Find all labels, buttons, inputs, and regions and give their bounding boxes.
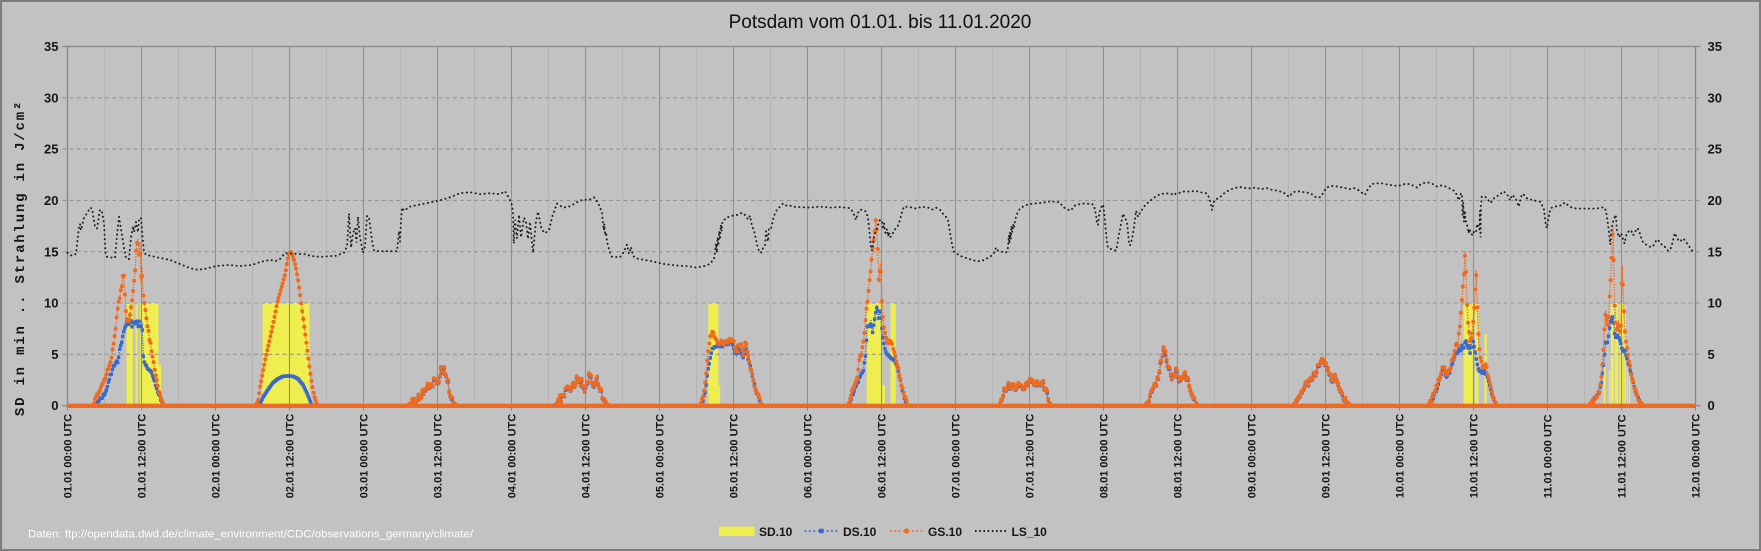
svg-text:11.01 12:00 UTC: 11.01 12:00 UTC [1617,414,1629,498]
svg-text:20: 20 [1708,193,1722,208]
svg-text:08.01 00:00 UTC: 08.01 00:00 UTC [1099,414,1111,498]
svg-text:06.01 00:00 UTC: 06.01 00:00 UTC [803,414,815,498]
svg-text:SD.10: SD.10 [759,525,793,539]
svg-text:01.01 12:00 UTC: 01.01 12:00 UTC [137,414,149,498]
svg-text:10: 10 [1708,296,1722,311]
svg-text:03.01 12:00 UTC: 03.01 12:00 UTC [433,414,445,498]
svg-text:05.01 12:00 UTC: 05.01 12:00 UTC [729,414,741,498]
svg-text:10: 10 [44,296,58,311]
svg-text:07.01 00:00 UTC: 07.01 00:00 UTC [951,414,963,498]
svg-text:25: 25 [44,142,58,157]
svg-text:Potsdam vom 01.01. bis 11.01.2: Potsdam vom 01.01. bis 11.01.2020 [729,12,1032,33]
svg-text:01.01 00:00 UTC: 01.01 00:00 UTC [63,414,75,498]
svg-text:5: 5 [51,347,58,362]
svg-text:08.01 12:00 UTC: 08.01 12:00 UTC [1173,414,1185,498]
svg-text:30: 30 [44,90,58,105]
svg-text:12.01 00:00 UTC: 12.01 00:00 UTC [1691,414,1703,498]
svg-text:15: 15 [1708,244,1722,259]
svg-text:25: 25 [1708,142,1722,157]
svg-text:02.01 00:00 UTC: 02.01 00:00 UTC [211,414,223,498]
svg-text:0: 0 [51,398,58,413]
svg-text:SD in min .. Strahlung in J/cm: SD in min .. Strahlung in J/cm² [13,100,29,416]
svg-text:Daten: ftp://opendata.dwd.de/c: Daten: ftp://opendata.dwd.de/climate_env… [28,529,474,541]
svg-text:02.01 12:00 UTC: 02.01 12:00 UTC [285,414,297,498]
svg-text:05.01 00:00 UTC: 05.01 00:00 UTC [655,414,667,498]
svg-text:06.01 12:00 UTC: 06.01 12:00 UTC [877,414,889,498]
svg-text:35: 35 [44,39,58,54]
svg-text:03.01 00:00 UTC: 03.01 00:00 UTC [359,414,371,498]
svg-text:10.01 00:00 UTC: 10.01 00:00 UTC [1395,414,1407,498]
svg-text:5: 5 [1708,347,1715,362]
svg-text:07.01 12:00 UTC: 07.01 12:00 UTC [1025,414,1037,498]
svg-text:LS_10: LS_10 [1012,525,1048,539]
svg-text:15: 15 [44,244,58,259]
svg-text:35: 35 [1708,39,1722,54]
svg-text:11.01 00:00 UTC: 11.01 00:00 UTC [1543,414,1555,498]
svg-text:30: 30 [1708,90,1722,105]
svg-text:0: 0 [1708,398,1715,413]
svg-text:DS.10: DS.10 [843,525,877,539]
svg-text:09.01 00:00 UTC: 09.01 00:00 UTC [1247,414,1259,498]
svg-text:09.01 12:00 UTC: 09.01 12:00 UTC [1321,414,1333,498]
svg-text:GS.10: GS.10 [928,525,962,539]
svg-text:04.01 00:00 UTC: 04.01 00:00 UTC [507,414,519,498]
svg-text:20: 20 [44,193,58,208]
svg-text:10.01 12:00 UTC: 10.01 12:00 UTC [1469,414,1481,498]
svg-text:04.01 12:00 UTC: 04.01 12:00 UTC [581,414,593,498]
